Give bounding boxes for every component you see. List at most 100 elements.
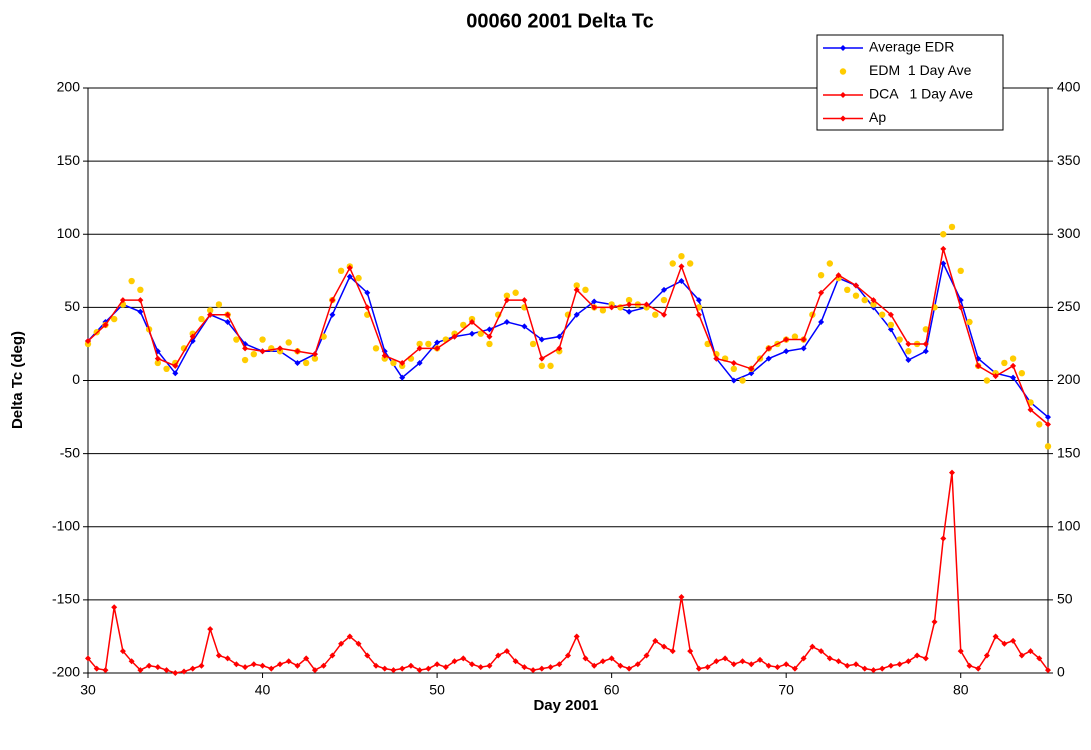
point <box>617 662 624 669</box>
point <box>643 652 650 659</box>
point <box>521 323 528 330</box>
point <box>102 321 109 328</box>
plot-frame <box>87 87 1049 674</box>
point <box>303 655 310 662</box>
series-line <box>87 248 1049 425</box>
point <box>800 336 807 343</box>
point <box>503 297 510 304</box>
point <box>739 658 746 665</box>
point <box>765 345 772 352</box>
y2-tick-label: 100 <box>1057 517 1081 533</box>
point <box>922 655 929 662</box>
point <box>538 665 545 672</box>
point <box>940 260 947 267</box>
point <box>599 307 607 314</box>
point <box>277 345 283 352</box>
point <box>643 301 650 308</box>
point <box>207 311 214 318</box>
point <box>817 272 825 279</box>
legend-label: Average EDR <box>869 39 954 55</box>
point <box>844 286 851 294</box>
point <box>198 315 205 323</box>
point <box>608 655 615 662</box>
point <box>364 304 371 311</box>
point <box>233 661 240 668</box>
point <box>207 626 214 633</box>
point <box>887 321 895 329</box>
point <box>660 296 668 304</box>
point <box>302 359 310 367</box>
point <box>259 348 266 355</box>
point <box>442 664 449 671</box>
point <box>163 365 170 372</box>
point <box>835 658 842 665</box>
point <box>1001 359 1008 367</box>
point <box>678 593 685 600</box>
point <box>530 667 537 674</box>
point <box>529 340 537 348</box>
point <box>224 655 231 662</box>
point <box>573 282 580 289</box>
point <box>85 655 91 662</box>
point <box>870 301 877 308</box>
point <box>686 260 694 267</box>
point <box>486 333 493 340</box>
y-tick-label: -200 <box>52 664 80 680</box>
y-tick-label: 0 <box>72 371 80 387</box>
point <box>591 662 598 669</box>
point <box>687 648 694 655</box>
point <box>1001 640 1008 647</box>
y-tick-label: -100 <box>52 517 80 533</box>
point <box>896 336 903 343</box>
point <box>399 374 406 381</box>
point <box>678 263 685 270</box>
point <box>399 665 406 672</box>
legend-label: EDM 1 Day Ave <box>869 62 972 78</box>
point <box>626 308 633 315</box>
point <box>224 319 231 325</box>
point <box>922 326 930 333</box>
point <box>189 665 196 672</box>
point <box>503 648 510 655</box>
point <box>748 370 755 377</box>
point <box>355 274 362 282</box>
x-tick-label: 30 <box>80 682 96 698</box>
point <box>172 370 179 377</box>
point <box>774 664 781 671</box>
point <box>311 351 318 358</box>
point <box>730 365 738 372</box>
legend-label: DCA 1 Day Ave <box>869 86 973 102</box>
point <box>1010 637 1017 644</box>
point <box>416 340 423 348</box>
point <box>905 658 912 665</box>
point <box>146 662 153 669</box>
point <box>320 662 327 669</box>
point <box>992 633 999 640</box>
point <box>573 311 580 318</box>
y2-tick-label: 250 <box>1057 298 1081 314</box>
point <box>111 604 118 611</box>
point <box>652 311 659 318</box>
point <box>119 648 126 655</box>
point <box>137 286 144 294</box>
point <box>416 345 423 352</box>
point <box>905 340 912 347</box>
point <box>373 662 379 669</box>
point <box>1018 369 1026 377</box>
x-tick-label: 40 <box>255 682 271 698</box>
point <box>704 664 711 671</box>
point <box>294 662 301 669</box>
point <box>137 667 144 674</box>
y2-tick-label: 300 <box>1057 225 1081 241</box>
point <box>800 345 807 352</box>
point <box>887 326 894 333</box>
point <box>250 350 258 358</box>
point <box>172 362 179 369</box>
y2-tick-label: 0 <box>1057 664 1065 680</box>
point <box>486 340 493 348</box>
point <box>137 308 144 315</box>
point <box>975 665 982 672</box>
point <box>486 326 493 333</box>
point <box>110 315 118 323</box>
point <box>695 311 702 318</box>
